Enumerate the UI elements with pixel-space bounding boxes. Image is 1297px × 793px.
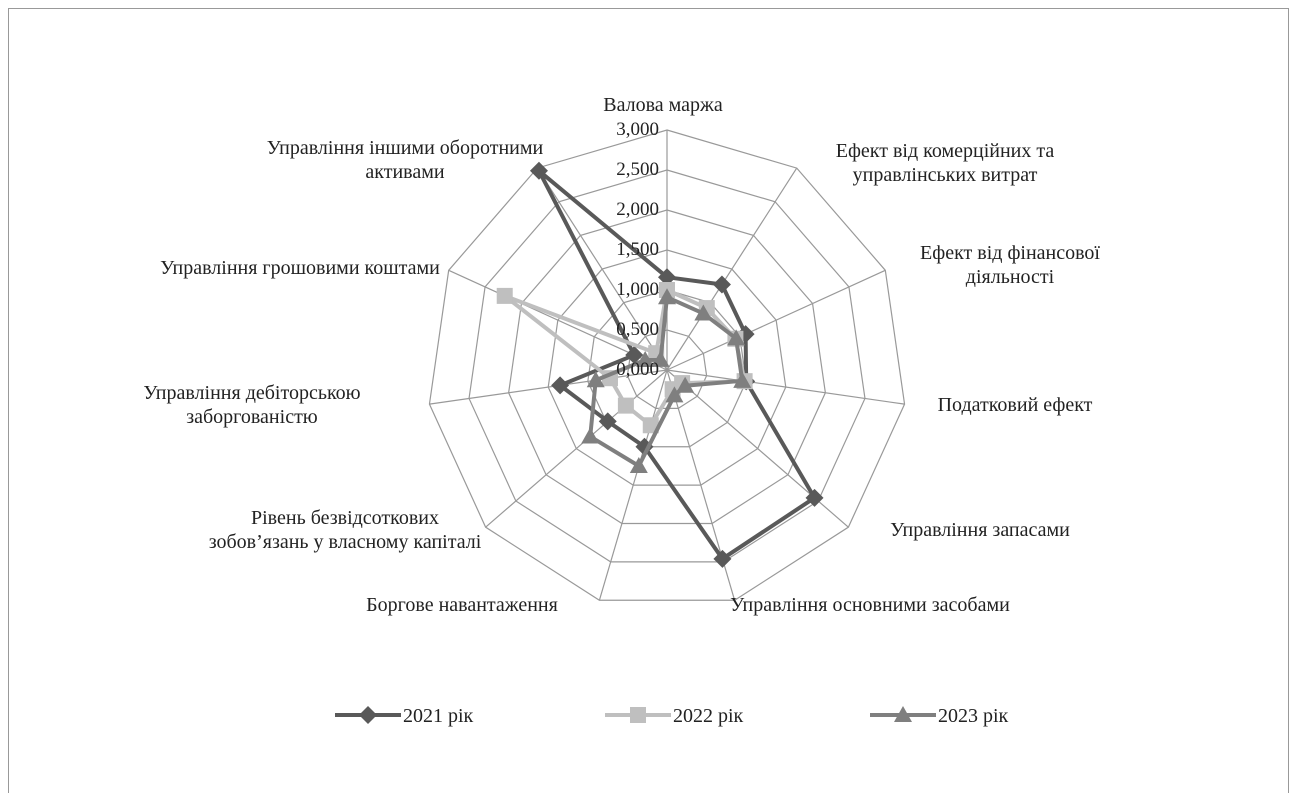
legend-label: 2021 рік (403, 705, 474, 727)
r-tick-label: 1,500 (616, 239, 659, 260)
category-label: Боргове навантаження (366, 594, 558, 616)
spoke (429, 369, 668, 405)
category-label: Управління іншими оборотними активами (266, 137, 544, 183)
category-label: Управління запасами (890, 519, 1070, 541)
spoke (666, 269, 886, 371)
chart-frame (8, 8, 1289, 793)
r-tick-label: 1,000 (616, 279, 659, 300)
grid-ring (508, 209, 826, 525)
marker (551, 376, 570, 395)
marker (651, 350, 670, 367)
marker (713, 549, 732, 568)
grid-ring (547, 249, 787, 486)
category-label: Управління основними засобами (730, 594, 1010, 616)
category-label: Ефект від комерційних та управлінських в… (835, 140, 1055, 186)
marker (805, 488, 824, 507)
category-label: Валова маржа (603, 94, 723, 116)
marker (636, 351, 655, 368)
r-tick-label: 0,000 (616, 359, 659, 380)
spoke (666, 369, 849, 528)
marker (629, 456, 648, 473)
marker (658, 288, 676, 305)
grid-ring (468, 169, 866, 563)
category-label: Податковий ефект (937, 394, 1093, 416)
marker (733, 371, 752, 388)
spoke (485, 369, 668, 528)
spoke (536, 167, 668, 371)
r-tick-label: 3,000 (616, 119, 659, 140)
series-line (536, 168, 817, 561)
spoke (598, 369, 668, 601)
r-tick-label: 0,500 (616, 319, 659, 340)
r-tick-label: 2,500 (616, 159, 659, 180)
marker (630, 707, 646, 723)
marker (586, 371, 605, 388)
marker (617, 397, 634, 414)
marker (496, 287, 513, 304)
marker (359, 706, 377, 724)
marker (598, 412, 617, 431)
spoke (666, 167, 798, 371)
grid-ring (428, 129, 906, 601)
marker (581, 427, 600, 444)
marker (529, 161, 548, 180)
marker (694, 304, 713, 321)
legend-label: 2023 рік (938, 705, 1009, 727)
marker (712, 275, 731, 294)
marker (625, 346, 644, 365)
spoke (666, 369, 905, 405)
marker (676, 376, 695, 393)
category-label: Ефект від фінансової діяльності (920, 242, 1100, 288)
marker (665, 386, 684, 403)
marker (658, 268, 676, 287)
category-label: Управління грошовими коштами (160, 257, 440, 279)
r-tick-label: 2,000 (616, 199, 659, 220)
marker (727, 329, 746, 346)
category-label: Управління дебіторською заборгованістю (143, 382, 361, 428)
marker (894, 706, 912, 722)
marker (642, 417, 659, 434)
category-label: Рівень безвідсоткових зобов’язань у влас… (208, 507, 482, 553)
legend-label: 2022 рік (673, 705, 744, 727)
